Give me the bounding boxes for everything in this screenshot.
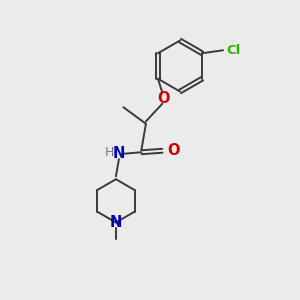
Text: Cl: Cl	[226, 44, 240, 57]
Text: N: N	[110, 215, 122, 230]
Text: O: O	[158, 91, 170, 106]
Text: N: N	[113, 146, 125, 161]
Text: H: H	[105, 146, 114, 159]
Text: O: O	[167, 143, 179, 158]
